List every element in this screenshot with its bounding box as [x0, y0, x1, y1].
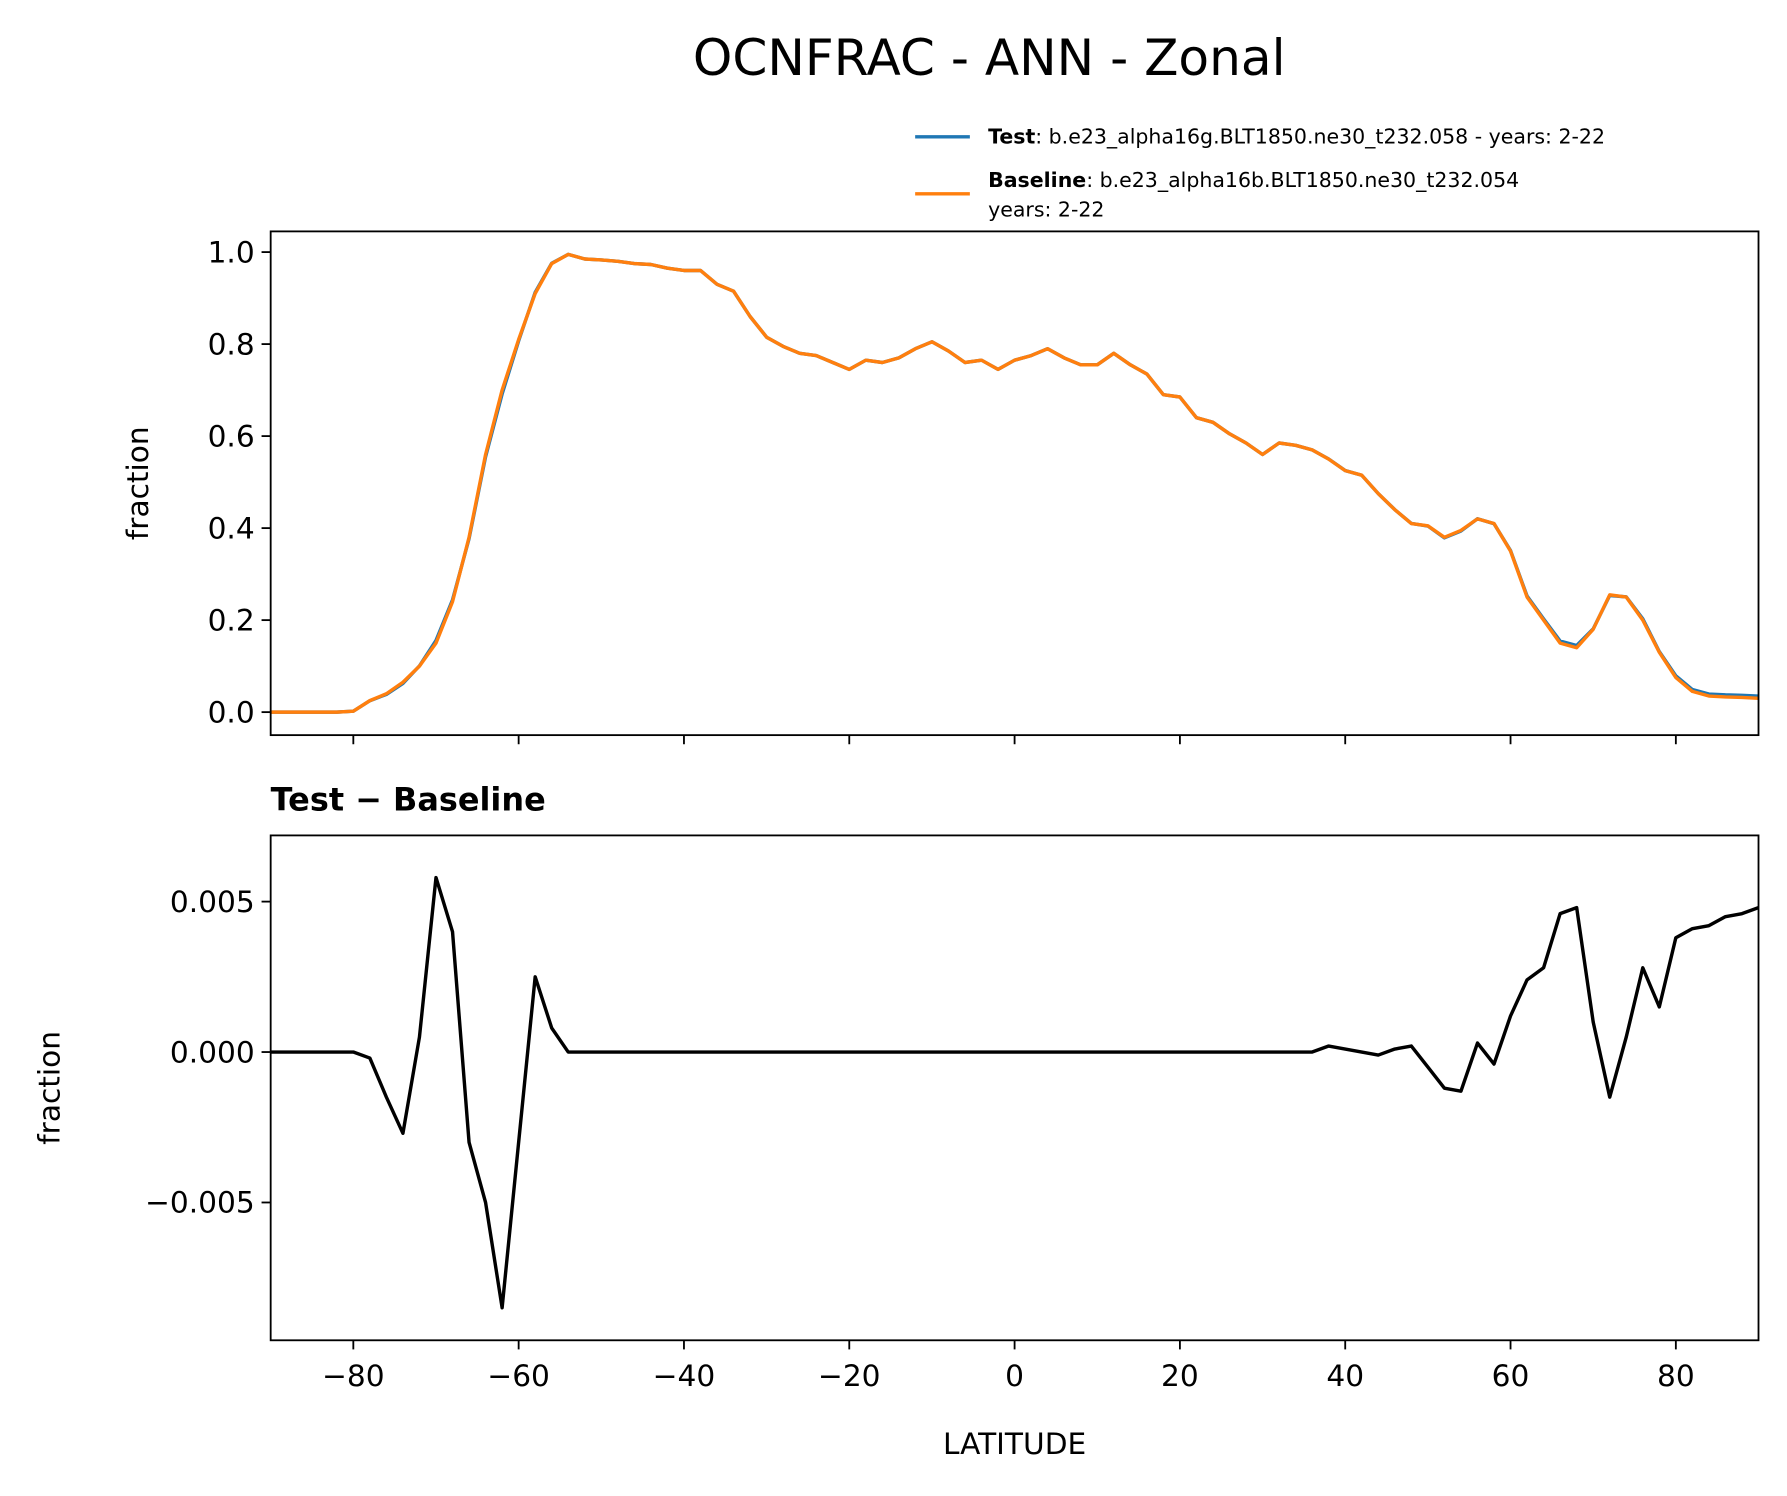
plot-area: [270, 252, 1759, 714]
line-baseline: [270, 252, 1759, 714]
y-axis-label: fraction: [120, 426, 155, 540]
difference-line: [270, 875, 1759, 1310]
plot-area: [270, 875, 1759, 1310]
legend-entry: Test: b.e23_alpha16g.BLT1850.ne30_t232.0…: [988, 125, 1605, 150]
x-tick-label: −40: [653, 1358, 716, 1393]
legend-text: : b.e23_alpha16g.BLT1850.ne30_t232.058 -…: [1035, 125, 1605, 150]
chart-title: OCNFRAC - ANN - Zonal: [693, 28, 1286, 87]
x-tick-label: −20: [818, 1358, 881, 1393]
legend-entry: Baseline: b.e23_alpha16b.BLT1850.ne30_t2…: [988, 168, 1519, 193]
x-tick-label: 80: [1657, 1358, 1695, 1393]
y-axis-label: fraction: [31, 1031, 66, 1145]
y-tick-label: 0.005: [170, 884, 255, 919]
y-tick-label: 0.2: [208, 602, 255, 637]
subplot-title: Test − Baseline: [271, 780, 546, 818]
x-tick-label: 40: [1326, 1358, 1364, 1393]
y-tick-label: 0.0: [208, 694, 255, 729]
legend-text: years: 2-22: [988, 198, 1104, 222]
axes-frame: [269, 834, 1760, 1342]
x-tick-label: 20: [1161, 1358, 1199, 1393]
x-tick-label: −60: [487, 1358, 550, 1393]
legend-entry: years: 2-22: [988, 198, 1104, 222]
x-axis-label: LATITUDE: [943, 1426, 1086, 1461]
y-tick-label: 0.6: [208, 418, 255, 453]
y-tick-label: 0.8: [208, 326, 255, 361]
axes-frame: [269, 230, 1760, 737]
y-tick-label: 1.0: [208, 234, 255, 269]
x-tick-label: −80: [322, 1358, 385, 1393]
legend-text: : b.e23_alpha16b.BLT1850.ne30_t232.054: [1086, 168, 1519, 193]
y-tick-label: 0.4: [208, 510, 255, 545]
legend-name: Test: [988, 125, 1035, 149]
legend-name: Baseline: [988, 168, 1086, 192]
y-tick-label: 0.000: [170, 1034, 255, 1069]
x-tick-label: 0: [1005, 1358, 1024, 1393]
y-tick-label: −0.005: [145, 1185, 255, 1220]
x-tick-label: 60: [1492, 1358, 1530, 1393]
